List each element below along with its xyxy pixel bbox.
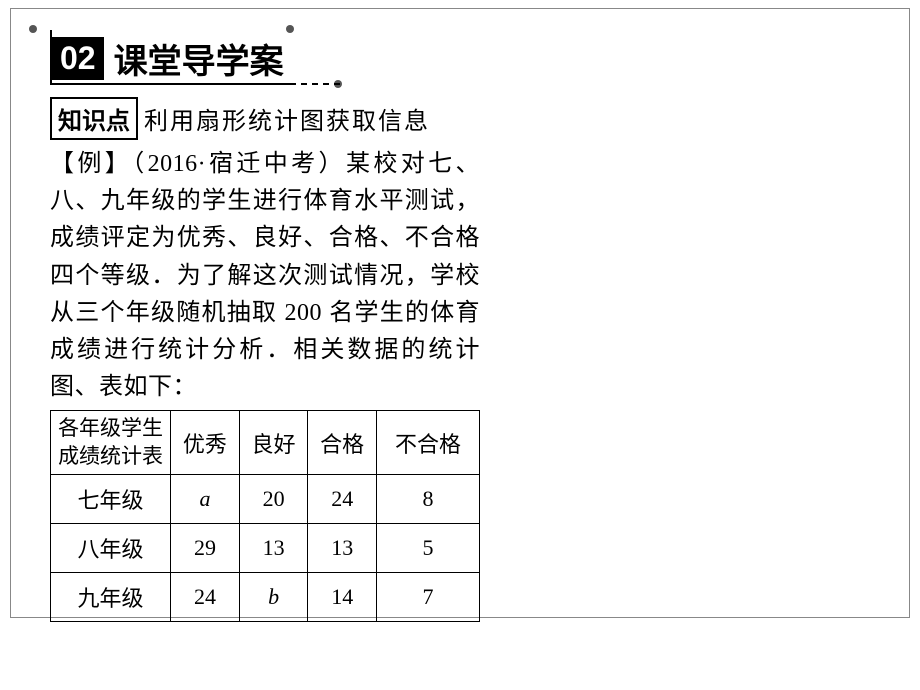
section-title: 课堂导学案 bbox=[114, 43, 284, 81]
decor-dot bbox=[334, 80, 342, 88]
table-header: 不合格 bbox=[377, 411, 480, 475]
hdr-line2: 成绩统计表 bbox=[58, 444, 163, 468]
table-row: 七年级 a 20 24 8 bbox=[51, 474, 480, 523]
knowledge-row: 知识点利用扇形统计图获取信息 bbox=[50, 97, 480, 140]
cell: b bbox=[239, 572, 308, 621]
cell: 24 bbox=[308, 474, 377, 523]
knowledge-label: 知识点 bbox=[50, 97, 138, 140]
cell: 13 bbox=[239, 523, 308, 572]
cell: 14 bbox=[308, 572, 377, 621]
example-text: 某校对七、八、九年级的学生进行体育水平测试，成绩评定为优秀、良好、合格、不合格四… bbox=[50, 151, 480, 400]
table-header: 良好 bbox=[239, 411, 308, 475]
decor-dot bbox=[29, 25, 37, 33]
content: 02 课堂导学案 知识点利用扇形统计图获取信息 【例】（2016·宿迁中考）某校对… bbox=[50, 30, 480, 622]
table-header-rowlabel: 各年级学生成绩统计表 bbox=[51, 411, 171, 475]
row-label: 七年级 bbox=[51, 474, 171, 523]
cell: a bbox=[171, 474, 240, 523]
cell: 20 bbox=[239, 474, 308, 523]
section-header: 02 课堂导学案 bbox=[50, 30, 290, 85]
cell: 5 bbox=[377, 523, 480, 572]
section-number: 02 bbox=[52, 37, 104, 80]
row-label: 八年级 bbox=[51, 523, 171, 572]
table-header: 优秀 bbox=[171, 411, 240, 475]
hdr-line1: 各年级学生 bbox=[58, 416, 163, 440]
example-source: （2016·宿迁中考） bbox=[132, 151, 346, 177]
example-prefix: 【例】 bbox=[50, 151, 132, 177]
cell: 24 bbox=[171, 572, 240, 621]
cell: 13 bbox=[308, 523, 377, 572]
row-label: 九年级 bbox=[51, 572, 171, 621]
table-row: 九年级 24 b 14 7 bbox=[51, 572, 480, 621]
example-body: 【例】（2016·宿迁中考）某校对七、八、九年级的学生进行体育水平测试，成绩评定… bbox=[50, 146, 480, 406]
table-header: 合格 bbox=[308, 411, 377, 475]
table-row: 八年级 29 13 13 5 bbox=[51, 523, 480, 572]
knowledge-text: 利用扇形统计图获取信息 bbox=[144, 108, 430, 135]
cell: 8 bbox=[377, 474, 480, 523]
decor-dot bbox=[286, 25, 294, 33]
cell: 29 bbox=[171, 523, 240, 572]
table-row-header: 各年级学生成绩统计表 优秀 良好 合格 不合格 bbox=[51, 411, 480, 475]
grades-table: 各年级学生成绩统计表 优秀 良好 合格 不合格 七年级 a 20 24 8 八年… bbox=[50, 410, 480, 622]
cell: 7 bbox=[377, 572, 480, 621]
